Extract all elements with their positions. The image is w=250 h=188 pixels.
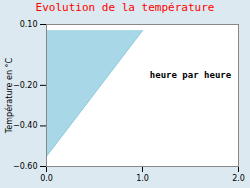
svg-text:0.0: 0.0: [40, 174, 53, 183]
svg-text:−0.20: −0.20: [13, 81, 38, 90]
svg-text:2.0: 2.0: [232, 174, 245, 183]
svg-text:Température en °C: Température en °C: [4, 57, 14, 134]
svg-text:0.10: 0.10: [20, 20, 38, 29]
svg-text:−0.60: −0.60: [13, 162, 38, 171]
svg-text:−0.40: −0.40: [13, 121, 38, 130]
svg-text:1.0: 1.0: [136, 174, 149, 183]
html-text:Evolution de la température: Evolution de la température: [35, 1, 215, 14]
svg-text:heure par heure: heure par heure: [150, 70, 232, 80]
